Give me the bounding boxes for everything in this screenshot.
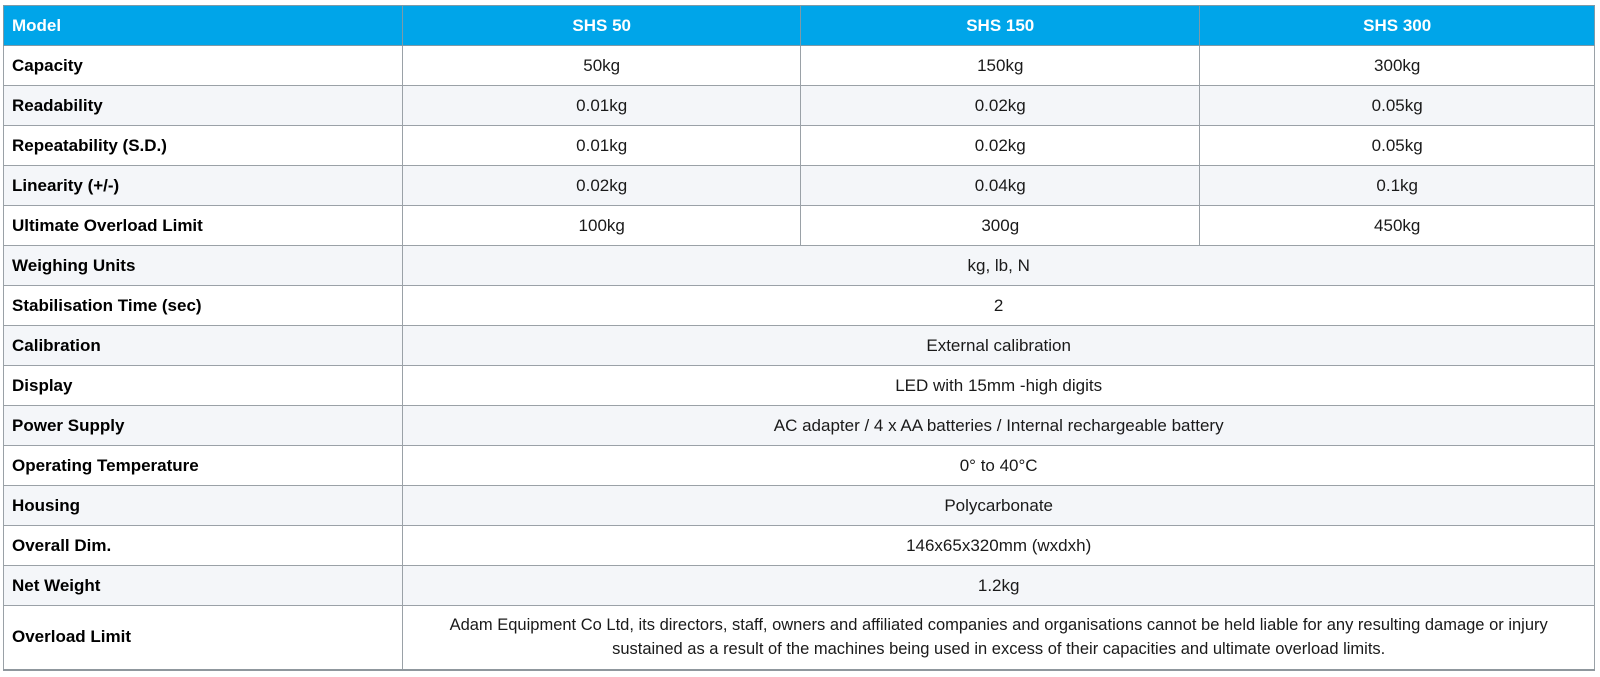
table-row-readability: Readability 0.01kg 0.02kg 0.05kg <box>2 85 1595 126</box>
row-value: 0.05kg <box>1199 125 1595 166</box>
row-value: 0.04kg <box>800 165 1201 206</box>
row-label: Stabilisation Time (sec) <box>2 285 404 326</box>
row-label: Overload Limit <box>2 605 404 670</box>
table-row-ultimate-overload-limit: Ultimate Overload Limit 100kg 300g 450kg <box>2 205 1595 246</box>
row-label: Operating Temperature <box>2 445 404 486</box>
row-value: 0.1kg <box>1199 165 1595 206</box>
row-value: 300kg <box>1199 45 1595 86</box>
row-value: External calibration <box>402 325 1595 366</box>
table-row-capacity: Capacity 50kg 150kg 300kg <box>2 45 1595 86</box>
row-label: Display <box>2 365 404 406</box>
specifications-table: Model SHS 50 SHS 150 SHS 300 Capacity 50… <box>2 5 1595 671</box>
row-value: 150kg <box>800 45 1201 86</box>
table-row-repeatability: Repeatability (S.D.) 0.01kg 0.02kg 0.05k… <box>2 125 1595 166</box>
row-value: 0.02kg <box>800 85 1201 126</box>
row-value: AC adapter / 4 x AA batteries / Internal… <box>402 405 1595 446</box>
table-header-row: Model SHS 50 SHS 150 SHS 300 <box>2 5 1595 46</box>
table-row-power-supply: Power Supply AC adapter / 4 x AA batteri… <box>2 405 1595 446</box>
table-row-housing: Housing Polycarbonate <box>2 485 1595 526</box>
row-label: Readability <box>2 85 404 126</box>
row-value: 1.2kg <box>402 565 1595 606</box>
row-label: Calibration <box>2 325 404 366</box>
row-label: Housing <box>2 485 404 526</box>
row-value: Polycarbonate <box>402 485 1595 526</box>
row-label: Power Supply <box>2 405 404 446</box>
header-shs-300: SHS 300 <box>1199 5 1595 46</box>
row-value: 0.02kg <box>402 165 802 206</box>
row-label: Weighing Units <box>2 245 404 286</box>
table-row-overload-limit: Overload Limit Adam Equipment Co Ltd, it… <box>2 605 1595 670</box>
row-value: 0.02kg <box>800 125 1201 166</box>
row-value: kg, lb, N <box>402 245 1595 286</box>
row-value: 2 <box>402 285 1595 326</box>
row-value: LED with 15mm -high digits <box>402 365 1595 406</box>
table-row-weighing-units: Weighing Units kg, lb, N <box>2 245 1595 286</box>
row-label: Repeatability (S.D.) <box>2 125 404 166</box>
table-row-display: Display LED with 15mm -high digits <box>2 365 1595 406</box>
row-label: Net Weight <box>2 565 404 606</box>
table-row-operating-temperature: Operating Temperature 0° to 40°C <box>2 445 1595 486</box>
table-row-overall-dim: Overall Dim. 146x65x320mm (wxdxh) <box>2 525 1595 566</box>
row-value: 146x65x320mm (wxdxh) <box>402 525 1595 566</box>
header-shs-50: SHS 50 <box>402 5 802 46</box>
header-shs-150: SHS 150 <box>800 5 1201 46</box>
row-label: Ultimate Overload Limit <box>2 205 404 246</box>
row-value: Adam Equipment Co Ltd, its directors, st… <box>402 605 1595 670</box>
row-label: Overall Dim. <box>2 525 404 566</box>
row-value: 100kg <box>402 205 802 246</box>
table-row-stabilisation-time: Stabilisation Time (sec) 2 <box>2 285 1595 326</box>
row-value: 450kg <box>1199 205 1595 246</box>
row-label: Linearity (+/-) <box>2 165 404 206</box>
row-value: 0.01kg <box>402 125 802 166</box>
header-model: Model <box>2 5 404 46</box>
row-value: 0.01kg <box>402 85 802 126</box>
row-value: 300g <box>800 205 1201 246</box>
table-row-net-weight: Net Weight 1.2kg <box>2 565 1595 606</box>
row-value: 0.05kg <box>1199 85 1595 126</box>
row-value: 50kg <box>402 45 802 86</box>
row-value: 0° to 40°C <box>402 445 1595 486</box>
table-row-linearity: Linearity (+/-) 0.02kg 0.04kg 0.1kg <box>2 165 1595 206</box>
table-row-calibration: Calibration External calibration <box>2 325 1595 366</box>
row-label: Capacity <box>2 45 404 86</box>
